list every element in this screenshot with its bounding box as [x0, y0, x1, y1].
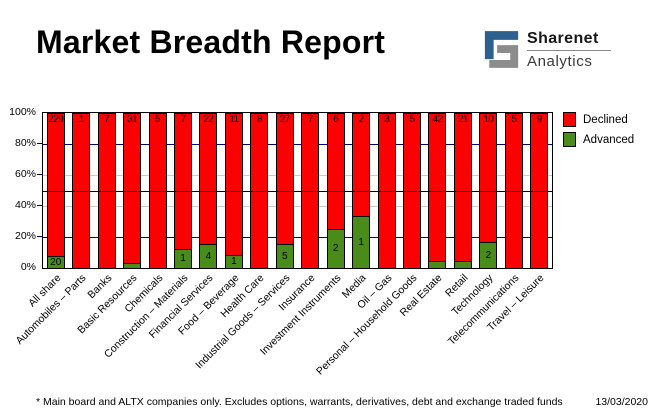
- legend-item-declined: Declined: [563, 112, 634, 127]
- advanced-segment: 5: [275, 244, 294, 268]
- declined-count-label: 5: [409, 114, 416, 125]
- advanced-count-label: 5: [281, 250, 288, 262]
- ytick-mark-40: [37, 205, 42, 206]
- advanced-count-label: 20: [50, 256, 62, 268]
- advanced-count-label: 1: [231, 256, 237, 267]
- footer: * Main board and ALTX companies only. Ex…: [36, 396, 648, 408]
- declined-count-label: 31: [127, 114, 138, 125]
- advanced-segment: 2: [479, 242, 498, 268]
- advanced-segment: [453, 261, 472, 268]
- declined-count-label: 7: [104, 114, 110, 125]
- ytick-label-40: 40%: [14, 199, 36, 211]
- sharenet-logo-text: Sharenet Analytics: [527, 30, 611, 70]
- advanced-segment: 1: [173, 249, 192, 268]
- advanced-segment: [123, 263, 142, 268]
- advanced-count-label: 2: [485, 249, 492, 261]
- ytick-label-100: 100%: [9, 106, 36, 118]
- declined-count-label: 7: [180, 114, 186, 125]
- declined-count-label: 8: [256, 114, 263, 125]
- declined-count-label: 10: [483, 114, 494, 125]
- advanced-swatch: [563, 132, 576, 147]
- declined-count-label: 42: [432, 114, 444, 125]
- footnote: * Main board and ALTX companies only. Ex…: [36, 396, 563, 408]
- advanced-segment: 1: [224, 255, 243, 268]
- ytick-label-80: 80%: [14, 137, 36, 149]
- sharenet-logo: Sharenet Analytics: [484, 30, 611, 70]
- advanced-segment: 4: [199, 244, 218, 268]
- gridline-80: [43, 144, 552, 145]
- gridline-20: [43, 237, 552, 238]
- page-title: Market Breadth Report: [36, 24, 386, 60]
- logo-brand: Sharenet: [527, 30, 599, 47]
- advanced-segment: 1: [352, 216, 371, 268]
- logo-divider: [527, 50, 611, 51]
- ytick-label-60: 60%: [14, 168, 36, 180]
- plot-area: 229 20 1 7 31 5 7 1 22 4 11 1 8 27 5 7 6 2 2 1 3 5 42 21 10 2 5 9: [42, 112, 553, 269]
- advanced-segment: [428, 261, 447, 268]
- declined-swatch: [563, 112, 576, 127]
- declined-count-label: 5: [511, 114, 517, 125]
- declined-count-label: 21: [457, 114, 469, 125]
- reference-line-50pct: [43, 190, 552, 192]
- logo-subtitle: Analytics: [527, 53, 593, 70]
- declined-count-label: 7: [307, 114, 314, 125]
- declined-count-label: 229: [48, 114, 64, 125]
- declined-count-label: 1: [78, 114, 85, 125]
- declined-count-label: 11: [229, 114, 239, 125]
- declined-count-label: 2: [358, 114, 365, 125]
- ytick-mark-60: [37, 174, 42, 175]
- gridline-60: [43, 175, 552, 176]
- advanced-count-label: 1: [180, 253, 186, 264]
- ytick-mark-80: [37, 143, 42, 144]
- sharenet-logo-icon: [484, 31, 519, 68]
- declined-count-label: 27: [279, 114, 291, 125]
- chart-legend: Declined Advanced: [563, 112, 634, 152]
- advanced-count-label: 2: [332, 243, 339, 254]
- legend-declined-label: Declined: [583, 113, 628, 126]
- legend-advanced-label: Advanced: [583, 133, 635, 146]
- advanced-count-label: 4: [205, 250, 212, 262]
- advanced-segment: 2: [326, 229, 345, 268]
- declined-count-label: 6: [333, 114, 339, 125]
- advanced-count-label: 1: [358, 236, 364, 248]
- legend-item-advanced: Advanced: [563, 132, 634, 147]
- declined-count-label: 3: [384, 114, 390, 125]
- report-date: 13/03/2020: [595, 396, 648, 408]
- declined-count-label: 9: [536, 114, 543, 125]
- declined-count-label: 5: [155, 114, 161, 125]
- advanced-segment: 20: [46, 256, 65, 268]
- declined-count-label: 22: [203, 114, 214, 125]
- ytick-label-20: 20%: [14, 230, 36, 242]
- ytick-label-0: 0%: [20, 261, 36, 273]
- ytick-mark-20: [37, 236, 42, 237]
- gridline-40: [43, 206, 552, 207]
